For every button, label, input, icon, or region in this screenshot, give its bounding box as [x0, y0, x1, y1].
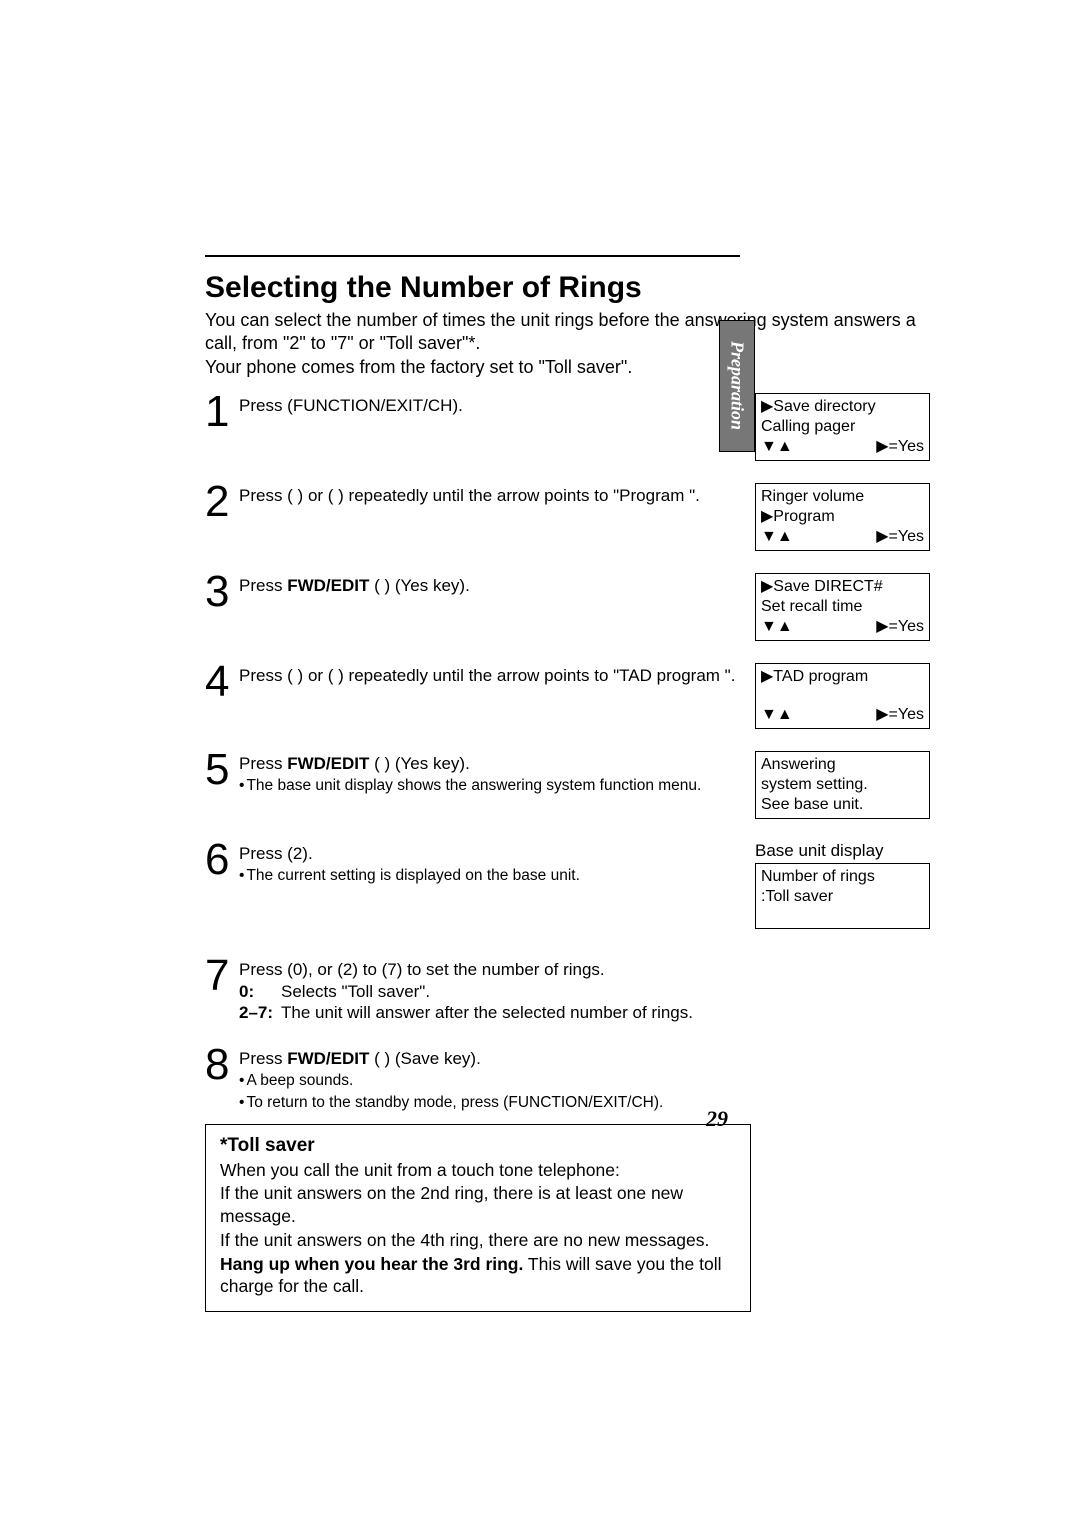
- step-4: 4 Press ( ) or ( ) repeatedly until the …: [205, 663, 930, 729]
- step-text: Press (2).: [239, 843, 743, 865]
- step-number: 1: [205, 393, 239, 430]
- toll-saver-box: *Toll saver When you call the unit from …: [205, 1124, 751, 1313]
- lcd-display: Ringer volume ▶Program ▼▲ ▶=Yes: [755, 483, 930, 551]
- lcd-display: Base unit display Number of rings :Toll …: [755, 841, 930, 929]
- lcd-line: Answering: [761, 755, 924, 775]
- toll-heading: *Toll saver: [220, 1135, 736, 1157]
- nav-left-icon: ▼▲: [761, 527, 793, 547]
- step-2: 2 Press ( ) or ( ) repeatedly until the …: [205, 483, 930, 551]
- page-title: Selecting the Number of Rings: [205, 271, 930, 305]
- nav-right-icon: ▶=Yes: [876, 705, 924, 725]
- step-text: Press ( ) or ( ) repeatedly until the ar…: [239, 485, 743, 507]
- lcd-display: ▶TAD program ▼▲ ▶=Yes: [755, 663, 930, 729]
- step-sub: A beep sounds.: [239, 1071, 930, 1092]
- step-text: Press ( ) or ( ) repeatedly until the ar…: [239, 665, 743, 687]
- step-number: 4: [205, 663, 239, 700]
- lcd-line: [761, 687, 924, 705]
- manual-page: Preparation Selecting the Number of Ring…: [0, 0, 1080, 1528]
- step-number: 7: [205, 957, 239, 994]
- options-table: 0:Selects "Toll saver". 2–7:The unit wil…: [239, 982, 930, 1023]
- nav-left-icon: ▼▲: [761, 705, 793, 725]
- intro-line: Your phone comes from the factory set to…: [205, 356, 930, 379]
- lcd-display: Answering system setting. See base unit.: [755, 751, 930, 819]
- step-7: 7 Press (0), or (2) to (7) to set the nu…: [205, 957, 930, 1024]
- nav-right-icon: ▶=Yes: [876, 437, 924, 457]
- step-number: 2: [205, 483, 239, 520]
- lcd-line: ▶Save directory: [761, 397, 924, 417]
- step-text: Press FWD/EDIT ( ) (Yes key).: [239, 753, 743, 775]
- step-number: 5: [205, 751, 239, 788]
- section-tab: Preparation: [719, 320, 755, 452]
- steps-list: 1 Press (FUNCTION/EXIT/CH). ▶Save direct…: [205, 393, 930, 1114]
- step-6: 6 Press (2). The current setting is disp…: [205, 841, 930, 929]
- step-number: 3: [205, 573, 239, 610]
- step-sub: The current setting is displayed on the …: [239, 866, 743, 887]
- step-5: 5 Press FWD/EDIT ( ) (Yes key). The base…: [205, 751, 930, 819]
- lcd-line: See base unit.: [761, 795, 924, 815]
- step-text: Press (0), or (2) to (7) to set the numb…: [239, 959, 930, 981]
- step-number: 8: [205, 1046, 239, 1083]
- lcd-line: :Toll saver: [761, 887, 924, 907]
- step-8: 8 Press FWD/EDIT ( ) (Save key). A beep …: [205, 1046, 930, 1114]
- step-text: Press FWD/EDIT ( ) (Yes key).: [239, 575, 743, 597]
- toll-line: If the unit answers on the 4th ring, the…: [220, 1229, 736, 1252]
- lcd-line: [761, 907, 924, 925]
- step-1: 1 Press (FUNCTION/EXIT/CH). ▶Save direct…: [205, 393, 930, 461]
- nav-right-icon: ▶=Yes: [876, 527, 924, 547]
- step-sub: The base unit display shows the answerin…: [239, 776, 743, 797]
- lcd-line: Ringer volume: [761, 487, 924, 507]
- step-text: Press (FUNCTION/EXIT/CH).: [239, 395, 743, 417]
- lcd-line: system setting.: [761, 775, 924, 795]
- lcd-line: Set recall time: [761, 597, 924, 617]
- step-text: Press FWD/EDIT ( ) (Save key).: [239, 1048, 930, 1070]
- toll-line: Hang up when you hear the 3rd ring. This…: [220, 1253, 736, 1299]
- lcd-line: Calling pager: [761, 417, 924, 437]
- step-sub: To return to the standby mode, press (FU…: [239, 1093, 930, 1114]
- lcd-line: ▶Save DIRECT#: [761, 577, 924, 597]
- intro-block: You can select the number of times the u…: [205, 309, 930, 379]
- section-tab-label: Preparation: [727, 341, 748, 430]
- lcd-line: Number of rings: [761, 867, 924, 887]
- step-body: Press (FUNCTION/EXIT/CH).: [239, 393, 743, 417]
- nav-left-icon: ▼▲: [761, 437, 793, 457]
- toll-line: When you call the unit from a touch tone…: [220, 1159, 736, 1182]
- lcd-caption: Base unit display: [755, 841, 930, 861]
- step-3: 3 Press FWD/EDIT ( ) (Yes key). ▶Save DI…: [205, 573, 930, 641]
- lcd-line: ▶Program: [761, 507, 924, 527]
- nav-left-icon: ▼▲: [761, 617, 793, 637]
- lcd-display: ▶Save DIRECT# Set recall time ▼▲ ▶=Yes: [755, 573, 930, 641]
- rule-top: [205, 255, 740, 257]
- toll-line: If the unit answers on the 2nd ring, the…: [220, 1182, 736, 1228]
- lcd-line: ▶TAD program: [761, 667, 924, 687]
- nav-right-icon: ▶=Yes: [876, 617, 924, 637]
- intro-line: You can select the number of times the u…: [205, 309, 930, 354]
- page-number: 29: [706, 1106, 728, 1132]
- lcd-display: ▶Save directory Calling pager ▼▲ ▶=Yes: [755, 393, 930, 461]
- step-number: 6: [205, 841, 239, 878]
